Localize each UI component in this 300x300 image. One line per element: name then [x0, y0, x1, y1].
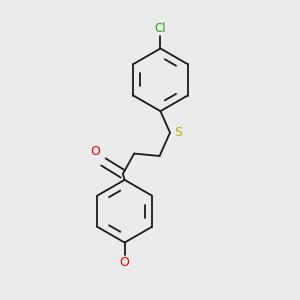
- Text: O: O: [120, 256, 130, 269]
- Text: S: S: [174, 126, 182, 139]
- Text: Cl: Cl: [154, 22, 166, 35]
- Text: O: O: [90, 146, 100, 158]
